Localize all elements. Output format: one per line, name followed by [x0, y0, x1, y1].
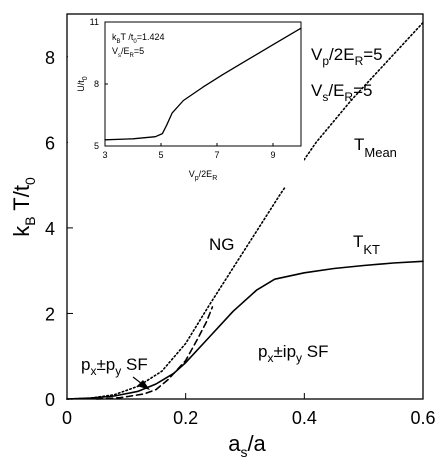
series-dotted-line-0	[66, 21, 424, 400]
y-tick-label: 4	[45, 219, 55, 239]
main-plot-frame	[66, 13, 424, 400]
inset-background	[68, 15, 304, 187]
x-axis-title: as/a	[228, 431, 266, 460]
y-tick-label: 5	[94, 141, 99, 151]
label-arrow-head	[137, 380, 150, 390]
y-tick-label: 2	[45, 304, 55, 324]
y-tick-label: 8	[94, 79, 99, 89]
y-axis-title: kB T/t0	[9, 177, 38, 237]
x-tick-label: 7	[214, 150, 219, 160]
x-tick-label: 0.2	[173, 408, 198, 428]
inset-param-kbt: kBT /t0=1.424	[112, 32, 164, 45]
label-px-ipy-sf: px±ipy SF	[258, 342, 328, 365]
series-solid-line-0	[104, 27, 302, 141]
x-tick-label: 9	[270, 150, 275, 160]
x-tick-label: 0.4	[292, 408, 317, 428]
y-tick-label: 8	[45, 48, 55, 68]
label-t-kt: TKT	[353, 232, 380, 257]
x-tick-label: 0.6	[410, 408, 435, 428]
inset-series	[104, 27, 302, 141]
y-tick-label: 11	[90, 17, 99, 27]
inset-param-vs: Vs/ER=5	[112, 46, 144, 59]
param-vs: Vs/ER=5	[311, 81, 372, 104]
x-tick-label: 5	[158, 150, 163, 160]
main-ticks: 0 0.2 0.4 0.6 0 2 4 6 8	[45, 48, 436, 428]
main-series	[66, 21, 424, 400]
param-vp: Vp/2ER=5	[311, 45, 383, 68]
label-px-py-sf: px±py SF	[81, 355, 148, 378]
label-ng: NG	[209, 235, 235, 254]
series-dashed-line-2	[95, 306, 214, 400]
series-solid-line-1	[66, 260, 424, 400]
y-tick-label: 0	[45, 390, 55, 410]
x-tick-label: 3	[102, 150, 107, 160]
x-tick-label: 0	[62, 408, 72, 428]
y-tick-label: 6	[45, 133, 55, 153]
label-t-mean: TMean	[354, 135, 397, 160]
